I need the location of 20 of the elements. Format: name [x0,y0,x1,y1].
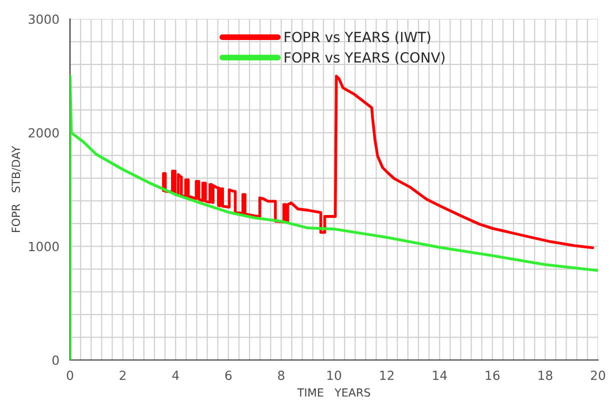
legend-label: FOPR vs YEARS (IWT) [284,32,430,44]
x-tick-label: 4 [172,370,179,380]
x-tick-label: 18 [538,370,552,380]
x-tick-label: 0 [66,370,74,380]
y-tick-label: 2000 [28,128,59,138]
x-tick-label: 2 [120,370,126,380]
x-tick-label: 14 [433,370,447,380]
y-tick-label: 3000 [28,14,59,24]
legend-label: FOPR vs YEARS (CONV) [284,52,444,64]
x-tick-label: 10 [327,370,342,380]
y-axis-title: FOPR STB/DAY [12,146,21,232]
y-tick-label: 1000 [29,242,59,252]
x-tick-label: 20 [590,370,606,380]
y-tick-label: 0 [52,355,59,365]
line-series [162,74,594,250]
x-tick-label: 12 [380,370,394,380]
x-tick-label: 6 [225,370,232,380]
x-axis-title: TIME YEARS [297,388,370,397]
x-tick-label: 8 [278,370,284,380]
x-tick-label: 16 [486,370,500,380]
